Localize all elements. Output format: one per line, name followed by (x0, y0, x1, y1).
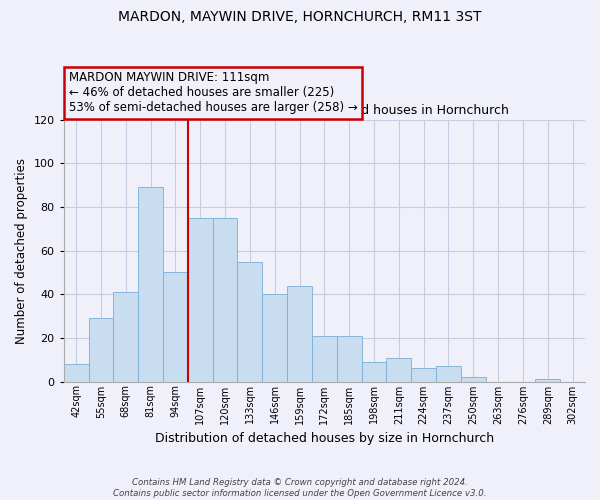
Bar (163, 272, 188, 382)
Bar (362, 362, 386, 382)
Bar (212, 218, 238, 382)
Bar (436, 366, 461, 382)
Text: Contains HM Land Registry data © Crown copyright and database right 2024.
Contai: Contains HM Land Registry data © Crown c… (113, 478, 487, 498)
Bar (188, 218, 212, 382)
Bar (535, 380, 560, 382)
Bar (64, 364, 89, 382)
Bar (138, 188, 163, 382)
Bar (337, 336, 362, 382)
Bar (89, 318, 113, 382)
Bar (411, 368, 436, 382)
Bar (386, 358, 411, 382)
Bar (238, 262, 262, 382)
Bar (287, 286, 312, 382)
Bar (312, 336, 337, 382)
Text: MARDON MAYWIN DRIVE: 111sqm
← 46% of detached houses are smaller (225)
53% of se: MARDON MAYWIN DRIVE: 111sqm ← 46% of det… (69, 72, 358, 114)
X-axis label: Distribution of detached houses by size in Hornchurch: Distribution of detached houses by size … (155, 432, 494, 445)
Title: Size of property relative to detached houses in Hornchurch: Size of property relative to detached ho… (139, 104, 509, 117)
Bar (461, 377, 486, 382)
Y-axis label: Number of detached properties: Number of detached properties (15, 158, 28, 344)
Text: MARDON, MAYWIN DRIVE, HORNCHURCH, RM11 3ST: MARDON, MAYWIN DRIVE, HORNCHURCH, RM11 3… (118, 10, 482, 24)
Bar (113, 292, 138, 382)
Bar (262, 294, 287, 382)
